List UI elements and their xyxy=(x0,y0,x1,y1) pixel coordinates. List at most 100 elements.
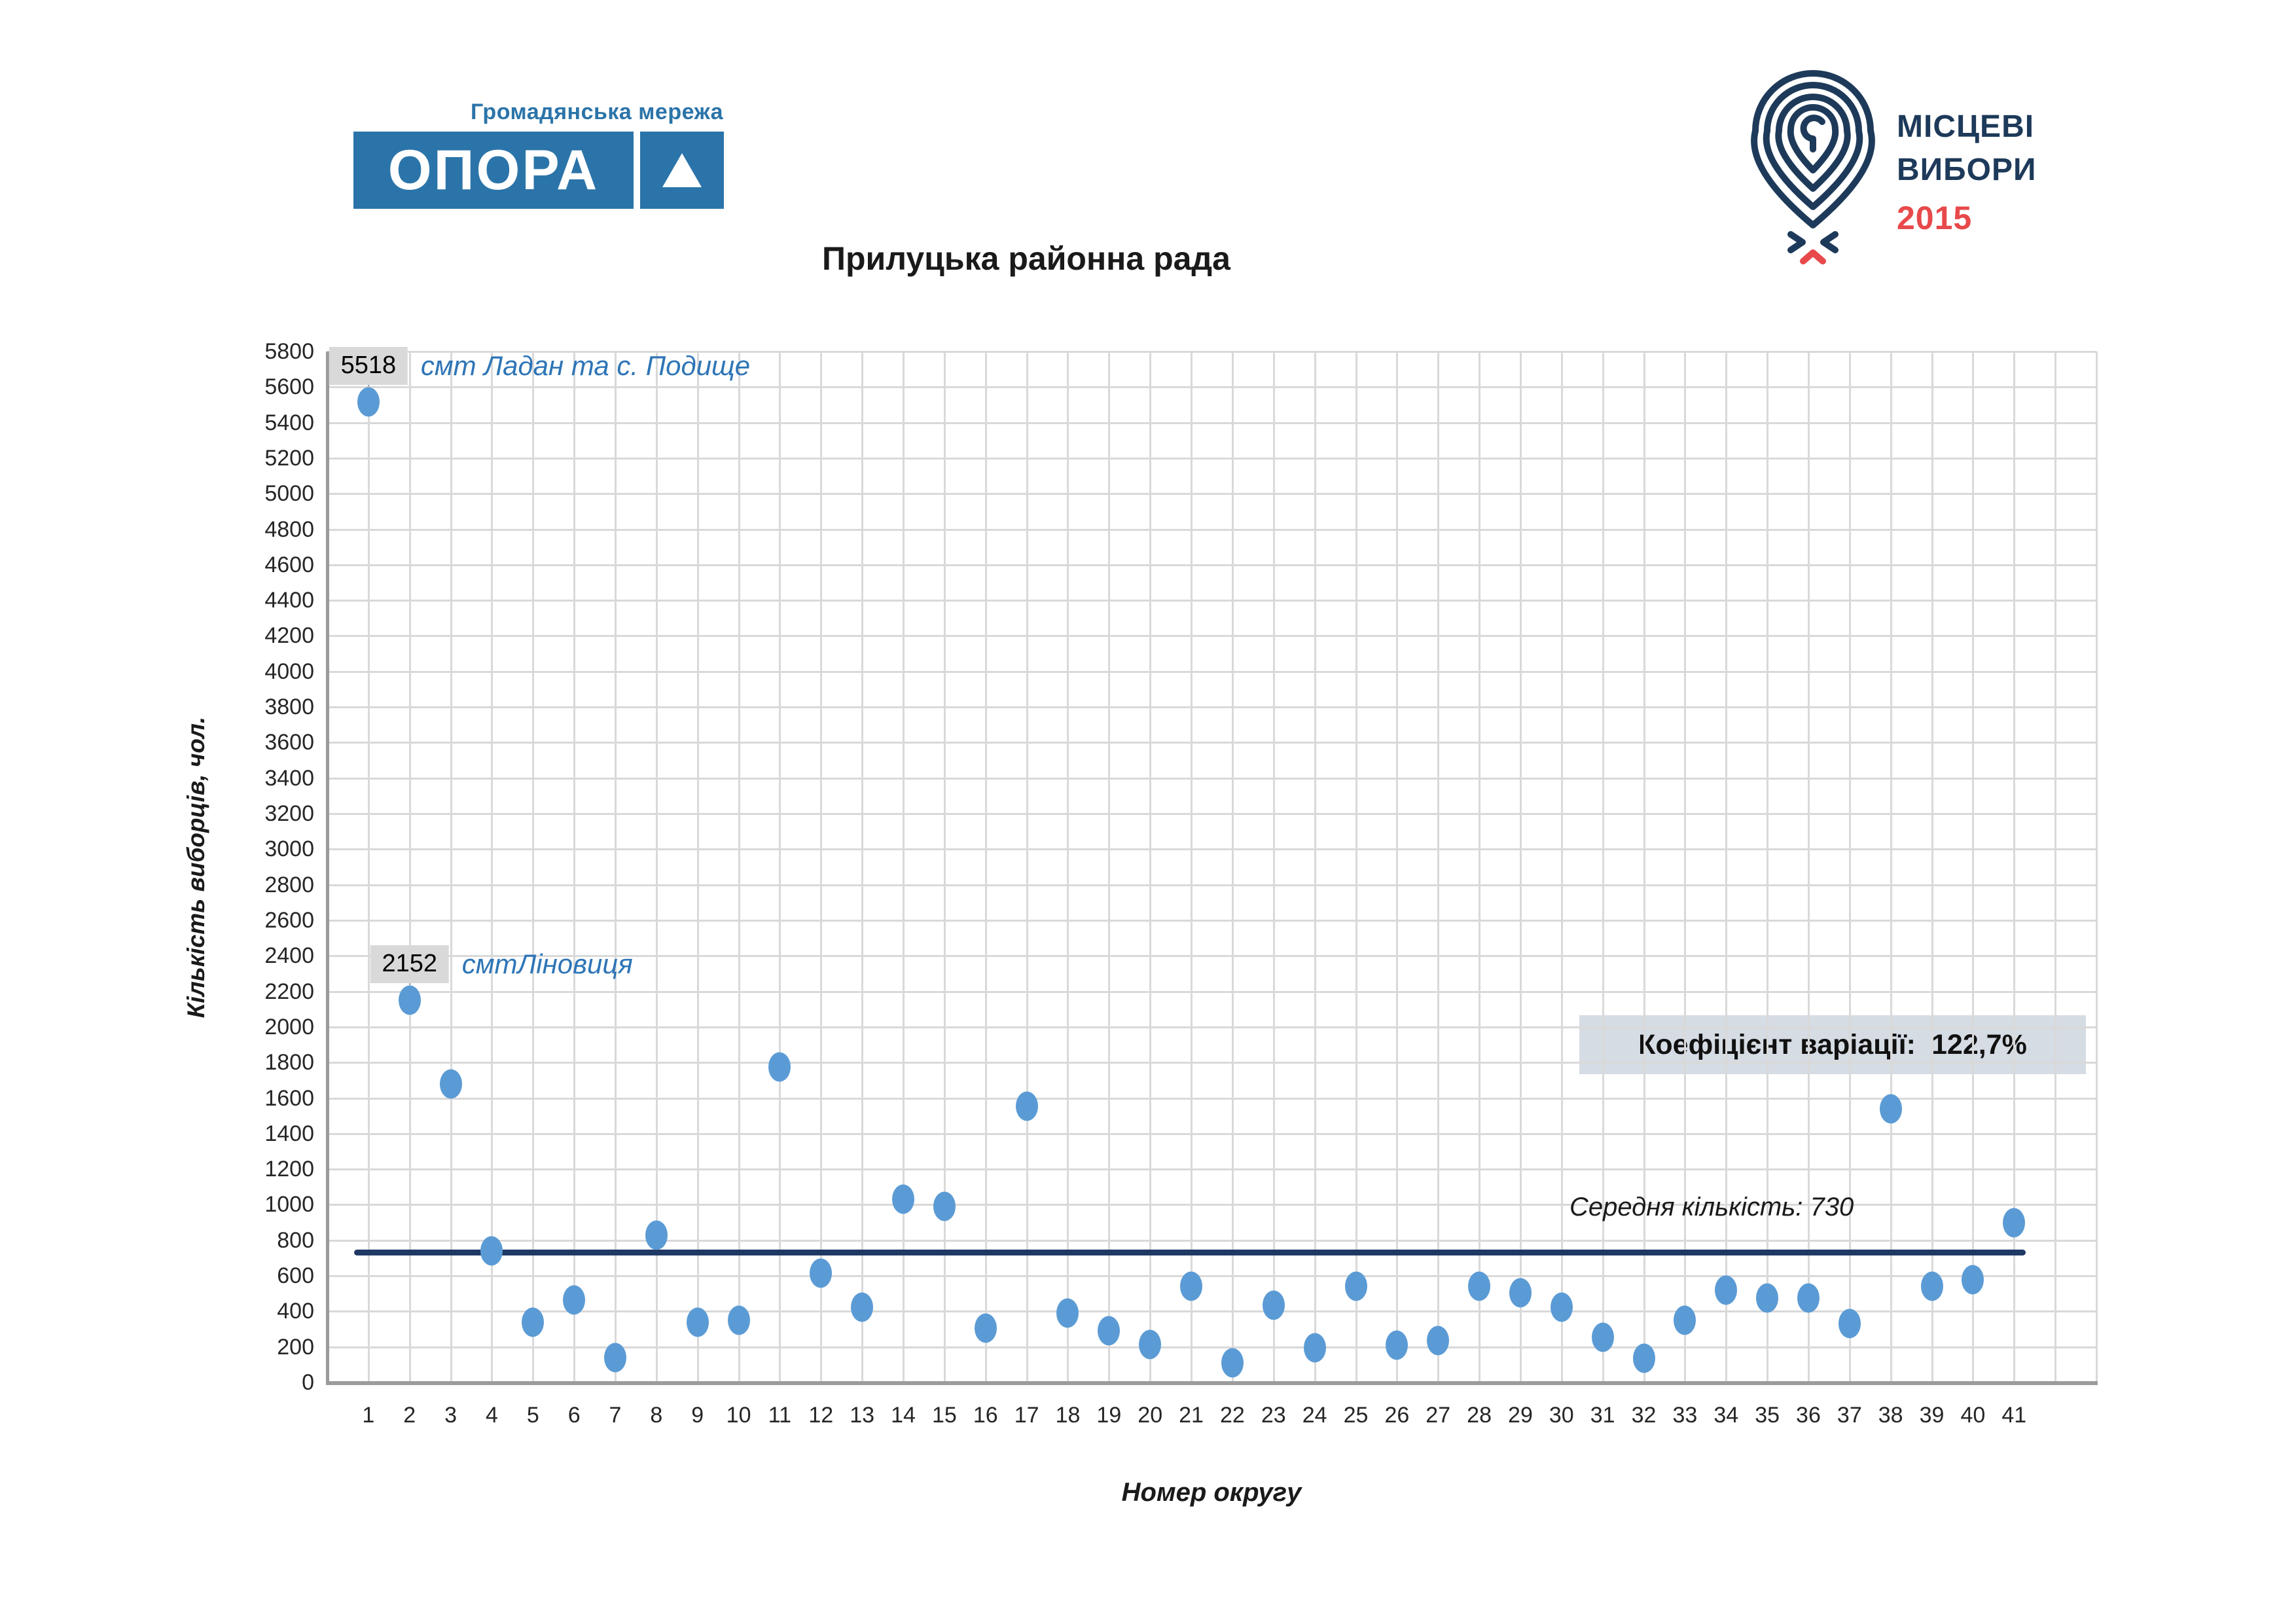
y-gridline xyxy=(327,386,2096,389)
y-tick-label: 1800 xyxy=(264,1050,314,1075)
y-tick-label: 5400 xyxy=(264,410,314,435)
x-tick-label: 12 xyxy=(808,1403,834,1428)
callout-box: 2152 xyxy=(370,945,449,983)
y-gridline xyxy=(327,493,2096,496)
x-gridline xyxy=(696,352,699,1382)
x-gridline xyxy=(738,352,740,1382)
opora-triangle-icon xyxy=(662,153,702,187)
y-gridline xyxy=(327,422,2096,424)
data-point xyxy=(1838,1308,1861,1339)
y-tick-label: 4400 xyxy=(264,588,314,613)
x-gridline xyxy=(1149,352,1152,1382)
x-gridline xyxy=(367,352,370,1382)
elections-line2: ВИБОРИ xyxy=(1897,153,2037,187)
data-point xyxy=(1056,1298,1079,1328)
x-tick-label: 22 xyxy=(1220,1403,1245,1428)
data-point xyxy=(686,1307,709,1337)
callout-box: 5518 xyxy=(329,346,408,385)
x-tick-label: 38 xyxy=(1878,1403,1903,1428)
y-tick-label: 4000 xyxy=(264,659,314,684)
x-gridline xyxy=(903,352,905,1382)
data-point xyxy=(1386,1330,1408,1360)
y-gridline xyxy=(327,884,2096,886)
y-tick-label: 5800 xyxy=(264,339,314,364)
x-tick-label: 41 xyxy=(2001,1403,2027,1428)
y-tick-label: 1400 xyxy=(264,1121,314,1146)
y-gridline xyxy=(327,457,2096,460)
data-point xyxy=(357,387,380,417)
data-point xyxy=(645,1220,668,1250)
x-gridline xyxy=(1684,352,1687,1382)
x-gridline xyxy=(1396,352,1399,1382)
x-gridline xyxy=(1643,352,1645,1382)
x-gridline xyxy=(655,352,658,1382)
mean-line-label: Середня кількість: 730 xyxy=(1570,1192,1854,1221)
y-gridline xyxy=(327,1346,2096,1348)
y-gridline xyxy=(327,955,2096,958)
data-point xyxy=(1427,1326,1450,1356)
y-tick-label: 2800 xyxy=(264,872,314,897)
x-gridline xyxy=(1437,352,1440,1382)
data-point xyxy=(1879,1094,1902,1124)
y-tick-label: 2200 xyxy=(264,979,314,1004)
x-tick-label: 18 xyxy=(1055,1403,1081,1428)
y-gridline xyxy=(327,600,2096,602)
y-gridline xyxy=(327,919,2096,922)
data-point xyxy=(563,1285,586,1315)
data-point xyxy=(1180,1271,1203,1301)
y-tick-label: 3400 xyxy=(264,765,314,791)
x-tick-label: 6 xyxy=(567,1403,581,1428)
y-tick-label: 0 xyxy=(302,1370,314,1395)
data-point xyxy=(1550,1292,1573,1322)
x-gridline xyxy=(1191,352,1193,1382)
opora-boxes: ОПОРА xyxy=(353,132,726,209)
data-point xyxy=(974,1313,997,1343)
y-tick-label: 2000 xyxy=(264,1014,314,1039)
y-tick-label: 3600 xyxy=(264,730,314,755)
data-point xyxy=(1632,1343,1655,1373)
x-gridline xyxy=(615,352,617,1382)
x-gridline xyxy=(1479,352,1481,1382)
mean-line xyxy=(353,1250,2026,1256)
y-tick-label: 600 xyxy=(277,1263,314,1289)
x-gridline xyxy=(2096,352,2098,1382)
x-gridline xyxy=(1890,352,1892,1382)
y-tick-label: 1200 xyxy=(264,1157,314,1182)
stat-box: Коефіцієнт варіації: 122,7% xyxy=(1579,1015,2086,1074)
data-point xyxy=(1344,1271,1367,1301)
data-point xyxy=(1098,1316,1121,1346)
data-point xyxy=(2003,1208,2026,1238)
y-gridline xyxy=(327,528,2096,531)
y-gridline xyxy=(327,1239,2096,1242)
y-gridline xyxy=(327,1132,2096,1135)
y-tick-label: 4200 xyxy=(264,623,314,649)
x-tick-label: 35 xyxy=(1755,1403,1780,1428)
data-point xyxy=(1715,1275,1738,1305)
x-gridline xyxy=(1560,352,1563,1382)
y-tick-label: 4600 xyxy=(264,552,314,577)
chart-title: Прилуцька районна рада xyxy=(822,240,1230,277)
y-gridline xyxy=(327,1310,2096,1313)
x-tick-label: 29 xyxy=(1508,1403,1533,1428)
callout-leader xyxy=(367,384,369,387)
x-tick-label: 9 xyxy=(691,1403,704,1428)
data-point xyxy=(480,1236,503,1266)
x-tick-label: 16 xyxy=(973,1403,998,1428)
y-axis-title: Кількість виборців, чол. xyxy=(183,716,209,1019)
x-tick-label: 37 xyxy=(1837,1403,1862,1428)
y-tick-label: 3800 xyxy=(264,695,314,720)
elections-logo: МІСЦЕВІ ВИБОРИ 2015 xyxy=(1741,56,2094,266)
data-point xyxy=(1303,1333,1326,1363)
y-tick-label: 200 xyxy=(277,1334,314,1360)
data-point xyxy=(604,1343,627,1373)
x-gridline xyxy=(1602,352,1604,1382)
x-tick-label: 33 xyxy=(1672,1403,1698,1428)
data-point xyxy=(933,1191,956,1221)
y-tick-label: 1000 xyxy=(264,1192,314,1218)
x-tick-label: 24 xyxy=(1302,1403,1327,1428)
x-tick-label: 34 xyxy=(1713,1403,1739,1428)
data-point xyxy=(1509,1278,1532,1308)
x-tick-label: 36 xyxy=(1796,1403,1821,1428)
y-gridline xyxy=(327,564,2096,566)
data-point xyxy=(892,1184,915,1214)
